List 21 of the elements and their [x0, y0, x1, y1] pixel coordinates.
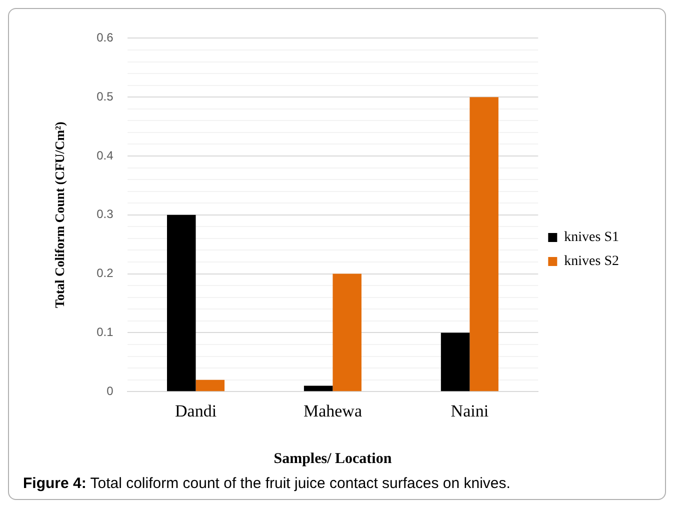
y-tick-label: 0.2 [96, 266, 114, 280]
legend-label: knives S2 [564, 254, 620, 270]
y-tick-label: 0.4 [96, 148, 114, 162]
bar [470, 97, 498, 392]
bar [167, 214, 196, 392]
y-tick-label: 0.1 [96, 325, 114, 340]
caption: Figure 4: Total coliform count of the fruit juice contact surfaces on knives. [23, 475, 510, 492]
bar [332, 274, 362, 392]
x-tick-label: Dandi [174, 401, 217, 420]
y-tick-label: 0.6 [96, 30, 114, 45]
x-tick-label: Naini [450, 401, 489, 420]
y-axis-title: Total Coliform Count (CFU/Cm²) [52, 122, 68, 308]
y-tick-label: 0.5 [96, 89, 114, 104]
y-tick-label: 0 [106, 384, 114, 398]
x-tick-label: Mahewa [303, 401, 362, 420]
legend-label: knives S1 [564, 230, 620, 246]
x-axis-title: Samples/ Location [274, 450, 392, 467]
bar [196, 380, 225, 392]
bar [440, 332, 470, 392]
bar [304, 386, 333, 392]
y-tick-label: 0.3 [96, 207, 114, 222]
